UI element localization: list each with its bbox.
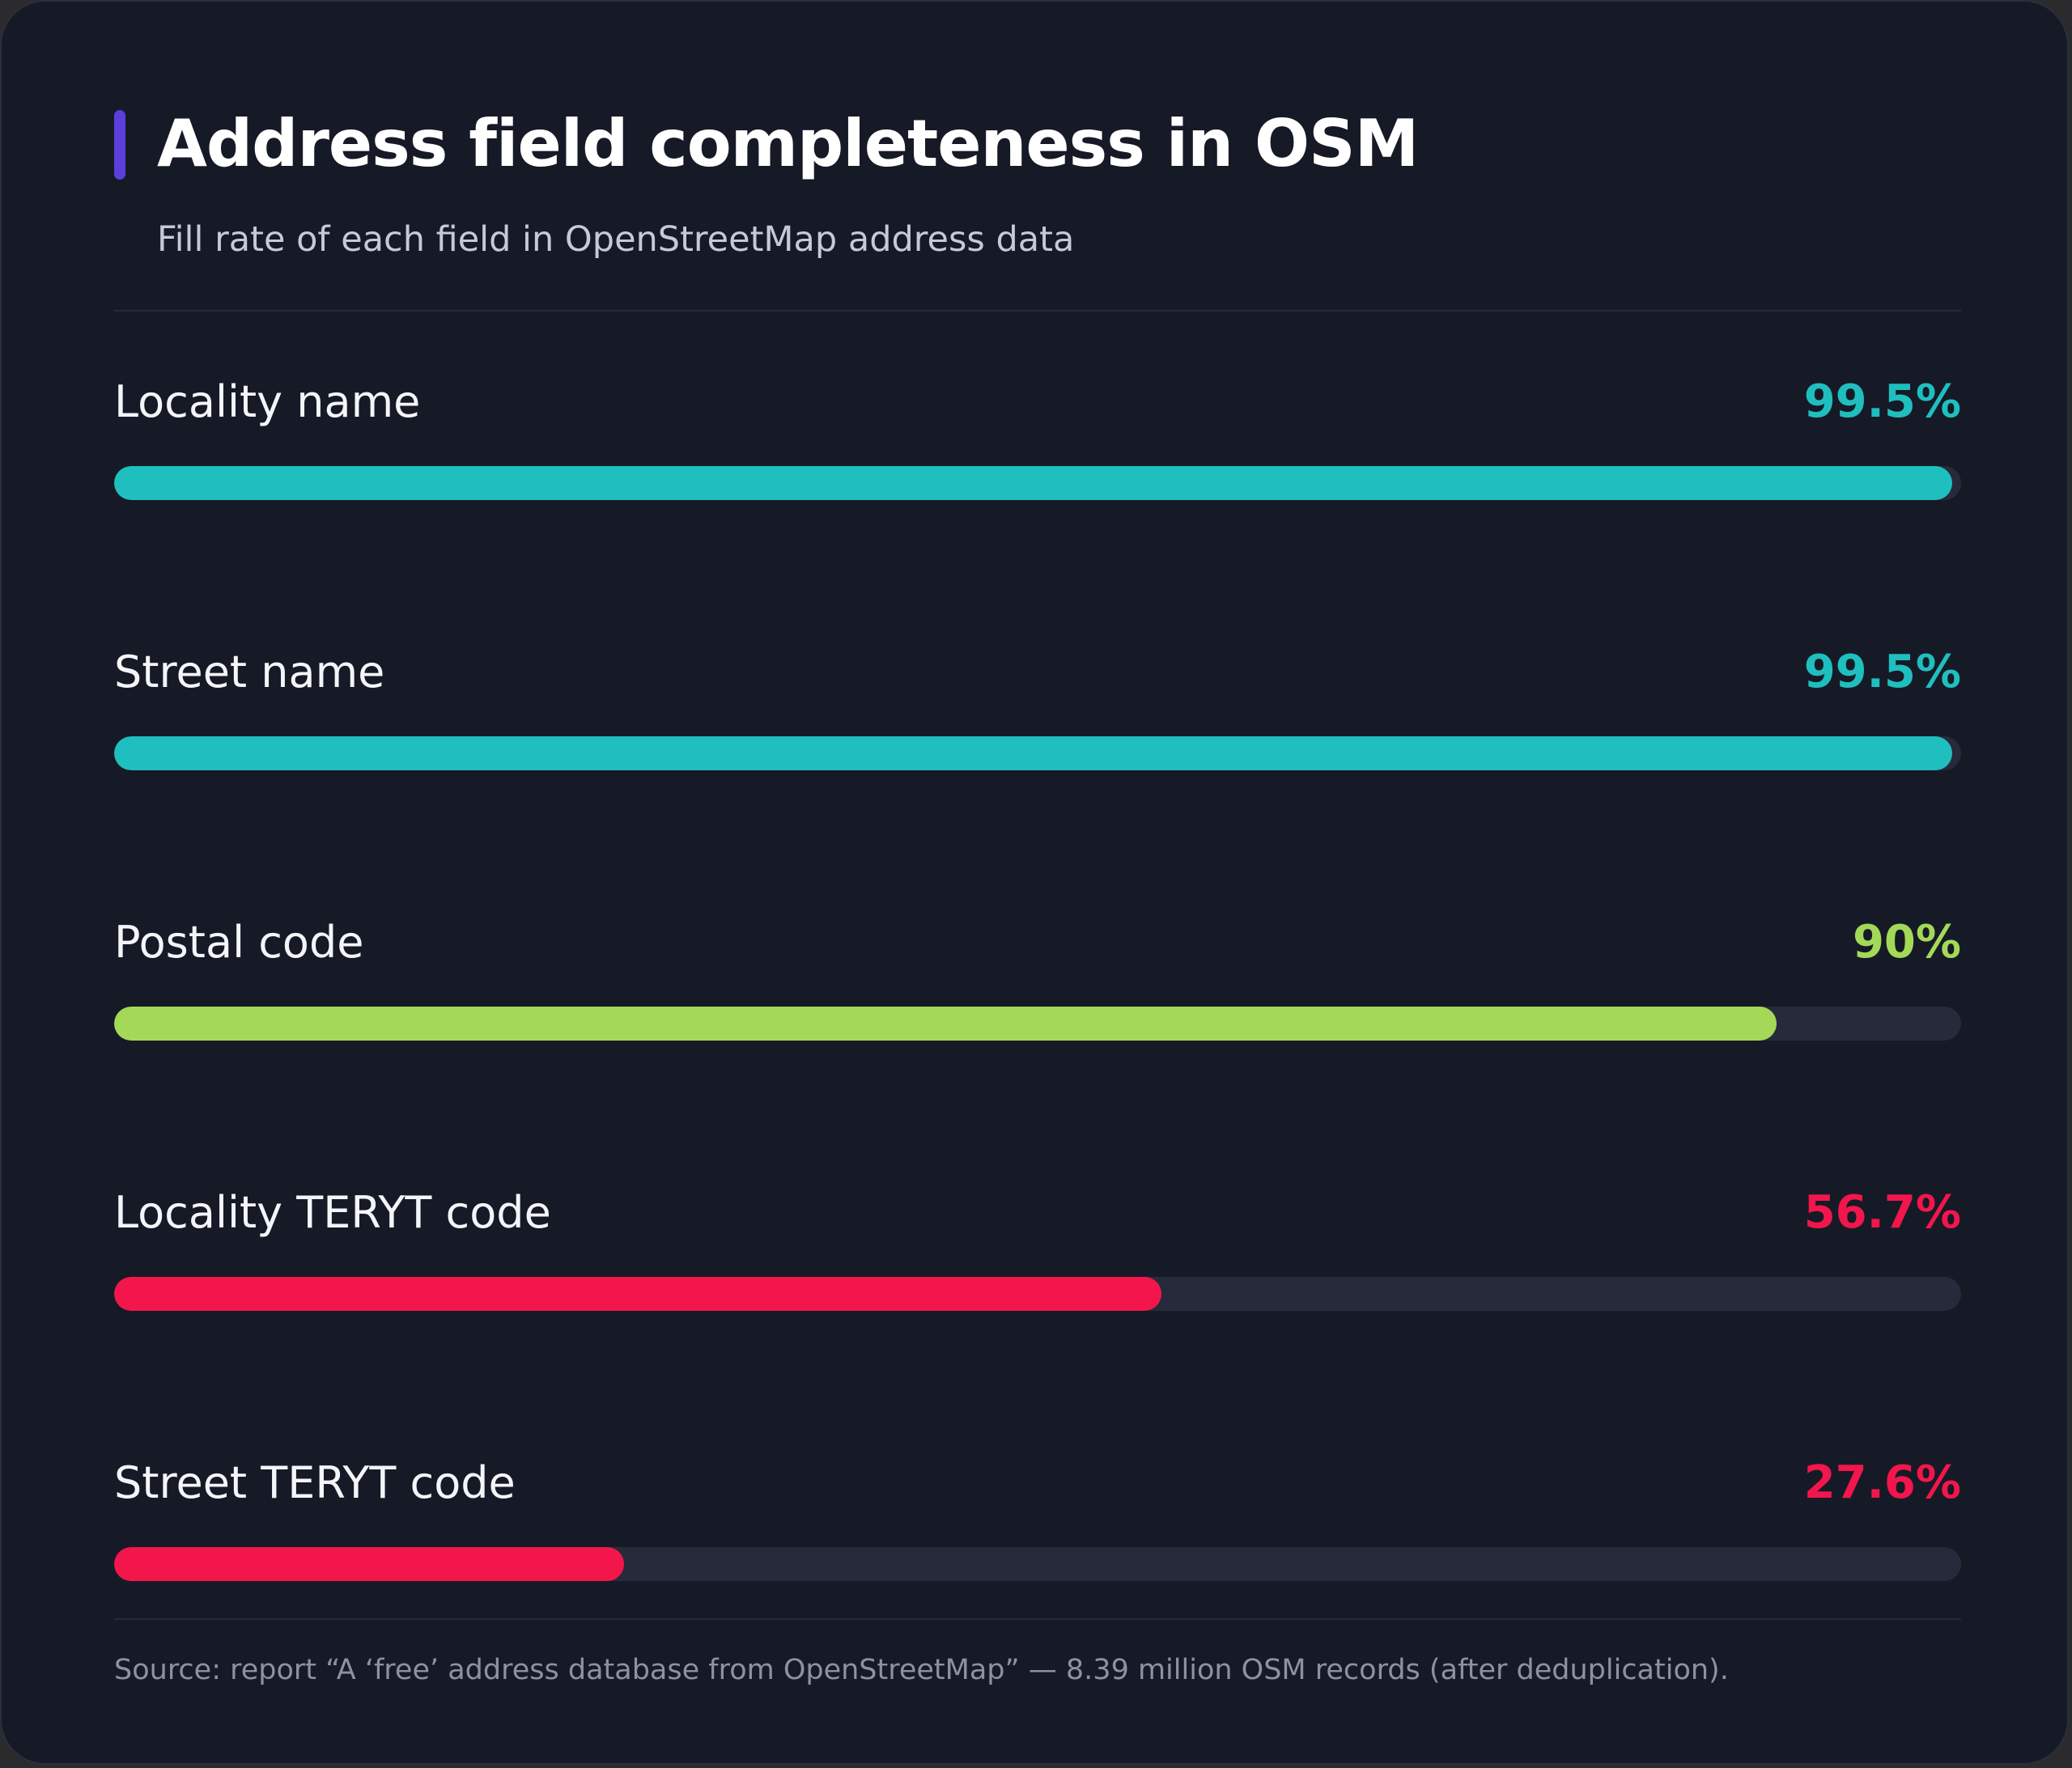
bar-row-street-teryt-code: Street TERYT code 27.6% xyxy=(114,1447,1961,1609)
chart-subtitle: Fill rate of each field in OpenStreetMap… xyxy=(157,219,1075,260)
chart-title: Address field completeness in OSM xyxy=(157,106,1419,181)
header-divider xyxy=(114,310,1961,312)
bar-track xyxy=(114,736,1961,770)
bar-row-postal-code: Postal code 90% xyxy=(114,906,1961,1068)
category-label: Locality name xyxy=(114,376,421,427)
value-label: 99.5% xyxy=(1803,375,1961,428)
category-label: Locality TERYT code xyxy=(114,1187,551,1238)
value-label: 27.6% xyxy=(1803,1456,1961,1509)
bar-row-locality-name: Locality name 99.5% xyxy=(114,366,1961,528)
category-label: Street name xyxy=(114,647,385,697)
bar xyxy=(114,1547,624,1581)
bar-track xyxy=(114,1277,1961,1311)
bar-row-street-name: Street name 99.5% xyxy=(114,636,1961,798)
category-label: Street TERYT code xyxy=(114,1457,516,1508)
bar xyxy=(114,1277,1161,1311)
bar-track xyxy=(114,1007,1961,1041)
value-label: 56.7% xyxy=(1803,1186,1961,1239)
footer-divider xyxy=(114,1618,1961,1620)
bar xyxy=(114,1007,1777,1041)
bar-track xyxy=(114,1547,1961,1581)
title-accent-bar xyxy=(114,110,125,180)
source-note: Source: report “A ‘free’ address databas… xyxy=(114,1654,1729,1686)
bar xyxy=(114,736,1952,770)
bar xyxy=(114,466,1952,500)
bar-track xyxy=(114,466,1961,500)
category-label: Postal code xyxy=(114,917,364,968)
value-label: 90% xyxy=(1852,916,1961,969)
bar-row-locality-teryt-code: Locality TERYT code 56.7% xyxy=(114,1177,1961,1338)
value-label: 99.5% xyxy=(1803,646,1961,698)
